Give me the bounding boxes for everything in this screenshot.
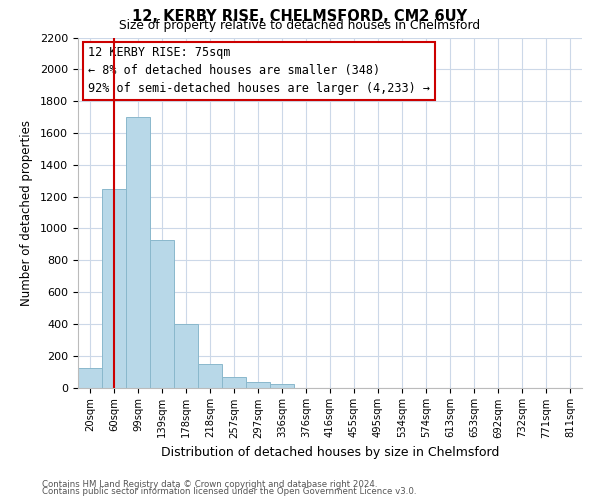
Bar: [102, 190, 126, 388]
Text: 12, KERBY RISE, CHELMSFORD, CM2 6UY: 12, KERBY RISE, CHELMSFORD, CM2 6UY: [133, 9, 467, 24]
Bar: [126, 117, 150, 388]
Y-axis label: Number of detached properties: Number of detached properties: [20, 120, 33, 306]
Bar: [246, 382, 270, 388]
Bar: [150, 240, 174, 388]
Bar: [198, 364, 222, 388]
Bar: [222, 377, 246, 388]
Bar: [78, 368, 102, 388]
Text: Contains HM Land Registry data © Crown copyright and database right 2024.: Contains HM Land Registry data © Crown c…: [42, 480, 377, 489]
X-axis label: Distribution of detached houses by size in Chelmsford: Distribution of detached houses by size …: [161, 446, 499, 459]
Text: 12 KERBY RISE: 75sqm
← 8% of detached houses are smaller (348)
92% of semi-detac: 12 KERBY RISE: 75sqm ← 8% of detached ho…: [88, 46, 430, 95]
Bar: [270, 384, 294, 388]
Text: Contains public sector information licensed under the Open Government Licence v3: Contains public sector information licen…: [42, 487, 416, 496]
Bar: [174, 324, 198, 388]
Text: Size of property relative to detached houses in Chelmsford: Size of property relative to detached ho…: [119, 19, 481, 32]
